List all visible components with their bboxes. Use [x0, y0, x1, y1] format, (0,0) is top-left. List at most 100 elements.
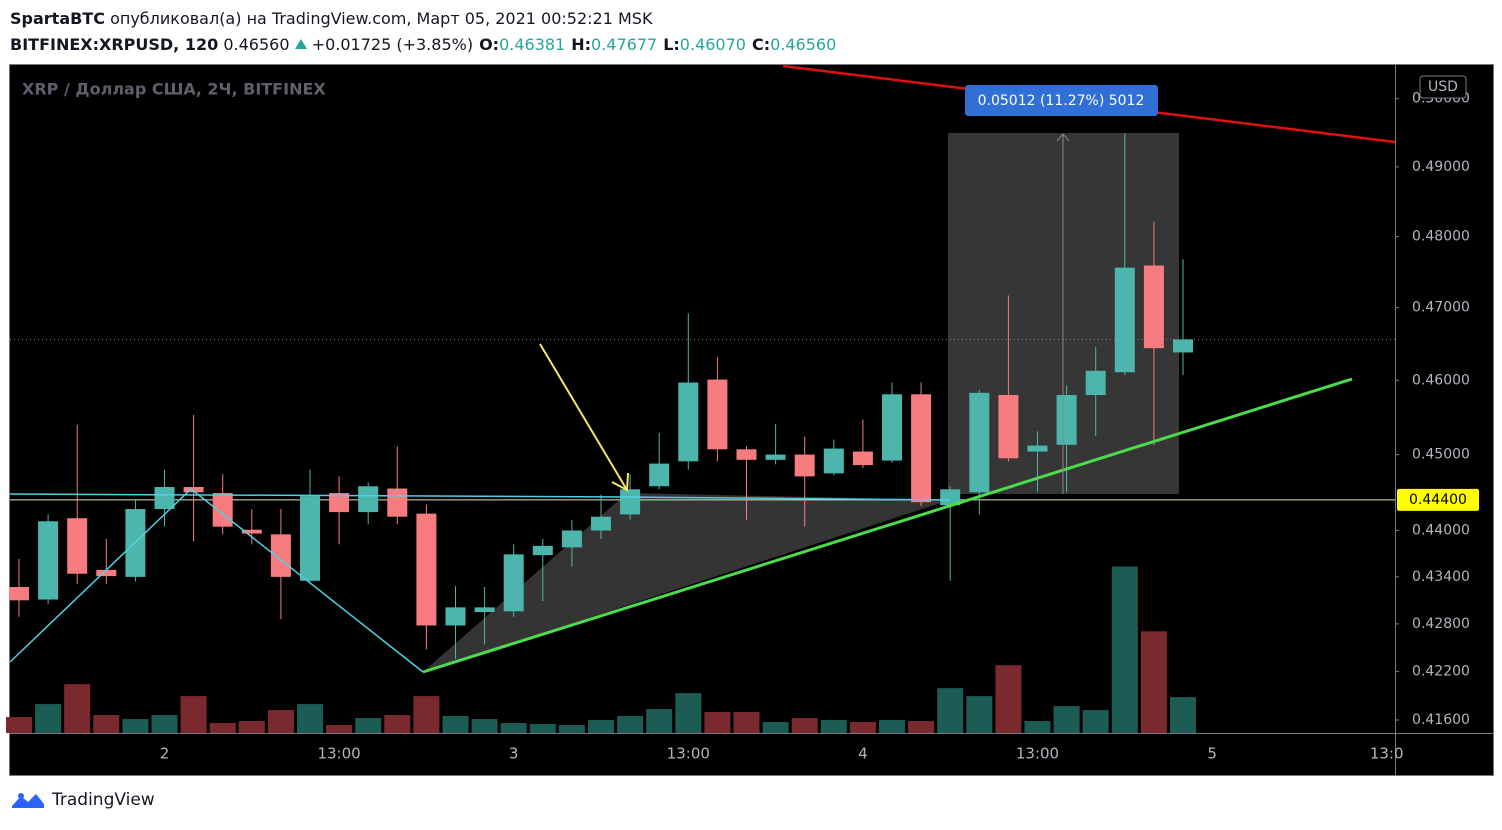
x-tick-label: 13:00: [667, 745, 710, 763]
y-tick-label: 0.47000: [1412, 300, 1470, 316]
volume-bar: [267, 710, 294, 733]
volume-bar: [500, 723, 527, 733]
price-level-label: 0.44400: [1409, 492, 1467, 508]
candle-body: [707, 379, 728, 450]
volume-bar: [1111, 566, 1138, 733]
volume-bar: [995, 665, 1022, 733]
volume-bar: [820, 720, 847, 733]
y-tick-label: 0.46000: [1412, 372, 1470, 388]
y-tick-label: 0.42200: [1412, 664, 1470, 680]
candle-body: [96, 569, 117, 577]
candle-body: [416, 513, 437, 626]
candle-body: [1027, 445, 1048, 452]
currency-label: USD: [1428, 79, 1458, 95]
candle-body: [649, 463, 670, 487]
volume-bar: [733, 712, 760, 733]
candle-body: [765, 454, 786, 460]
candle-body: [445, 607, 466, 626]
volume-bar: [355, 718, 382, 733]
ohlc-value: 0.46070: [679, 35, 746, 54]
symbol-line: BITFINEX:XRPUSD, 120 0.46560 +0.01725 (+…: [10, 32, 836, 58]
candle-body: [591, 516, 611, 531]
candle-body: [300, 496, 320, 581]
volume-bar: [558, 725, 585, 733]
y-tick-label: 0.49000: [1412, 159, 1470, 175]
x-tick-label: 4: [858, 745, 868, 763]
volume-bar: [617, 716, 644, 733]
neckline: [9, 493, 951, 501]
volume-bar: [675, 693, 702, 733]
x-tick-label: 13:0: [1370, 745, 1404, 763]
candle-body: [736, 449, 757, 460]
measure-label-box: [965, 85, 1158, 116]
candle-body: [1085, 370, 1106, 396]
volume-bar: [529, 724, 556, 733]
candle-body: [1143, 265, 1164, 349]
ohlc-label: O:: [479, 35, 500, 54]
candle-body: [940, 489, 961, 506]
candle-body: [387, 488, 408, 517]
volume-bar: [937, 688, 964, 733]
volume-bar: [1024, 721, 1051, 733]
currency-badge: [1419, 75, 1467, 99]
candle-body: [9, 587, 29, 601]
candle-body: [794, 454, 815, 477]
pattern-fill: [423, 493, 950, 672]
pointer-arrow-head: [611, 472, 629, 492]
published: опубликовал(а) на TradingView.com, Март …: [110, 9, 653, 28]
ohlc-label: H:: [571, 35, 592, 54]
change: +0.01725 (+3.85%): [311, 35, 474, 54]
x-tick-label: 13:00: [1016, 745, 1059, 763]
volume-bar: [849, 722, 876, 733]
ohlc-label: C:: [751, 35, 771, 54]
candle-body: [474, 607, 495, 613]
ohlc-value: 0.46560: [770, 35, 837, 54]
volume-bar: [588, 720, 614, 733]
volume-bar: [1053, 706, 1080, 733]
brand: TradingView: [10, 790, 155, 810]
measure-arrow-head: [1056, 133, 1070, 142]
volume-bar: [64, 684, 91, 733]
y-tick-label: 0.43400: [1412, 569, 1470, 585]
volume-bar: [180, 696, 207, 733]
pointer-arrow: [539, 343, 628, 491]
candle-body: [532, 545, 553, 556]
candle-body: [882, 394, 902, 461]
volume-bar: [791, 718, 818, 733]
volume-bar: [326, 725, 353, 733]
candle-body: [183, 487, 204, 493]
x-tick-label: 3: [509, 745, 519, 763]
candle-body: [241, 529, 262, 534]
volume-bar: [93, 715, 120, 733]
ohlc-label: L:: [663, 35, 680, 54]
candle-body: [1056, 395, 1077, 445]
symbol: BITFINEX:XRPUSD, 120: [10, 35, 219, 54]
candle-body: [154, 487, 175, 510]
y-tick-label: 0.45000: [1412, 447, 1470, 463]
volume-bar: [122, 719, 149, 733]
y-tick-label: 0.42800: [1412, 616, 1470, 632]
volume-bar: [413, 696, 440, 733]
chart-title: XRP / Доллар США, 2Ч, BITFINEX: [22, 80, 326, 99]
volume-bar: [442, 716, 469, 733]
support-line: [422, 377, 1353, 674]
candle-body: [212, 493, 233, 527]
volume-bar: [238, 721, 265, 733]
candle-body: [270, 534, 291, 577]
last-price: 0.46560: [223, 35, 290, 54]
brand-logo: [12, 793, 44, 808]
x-tick-label: 5: [1207, 745, 1217, 763]
author: SpartaBTC: [10, 9, 105, 28]
brand-name: TradingView: [52, 790, 155, 810]
volume-bar: [908, 721, 935, 733]
volume-layer: [6, 566, 1196, 733]
candle-body: [503, 554, 524, 612]
volume-bar: [1170, 697, 1196, 733]
candle-body: [329, 493, 350, 513]
volume-bar: [209, 723, 236, 733]
candle-body: [852, 451, 873, 466]
candle-body: [67, 518, 88, 574]
candle-body: [911, 394, 932, 503]
volume-bar: [966, 696, 993, 733]
